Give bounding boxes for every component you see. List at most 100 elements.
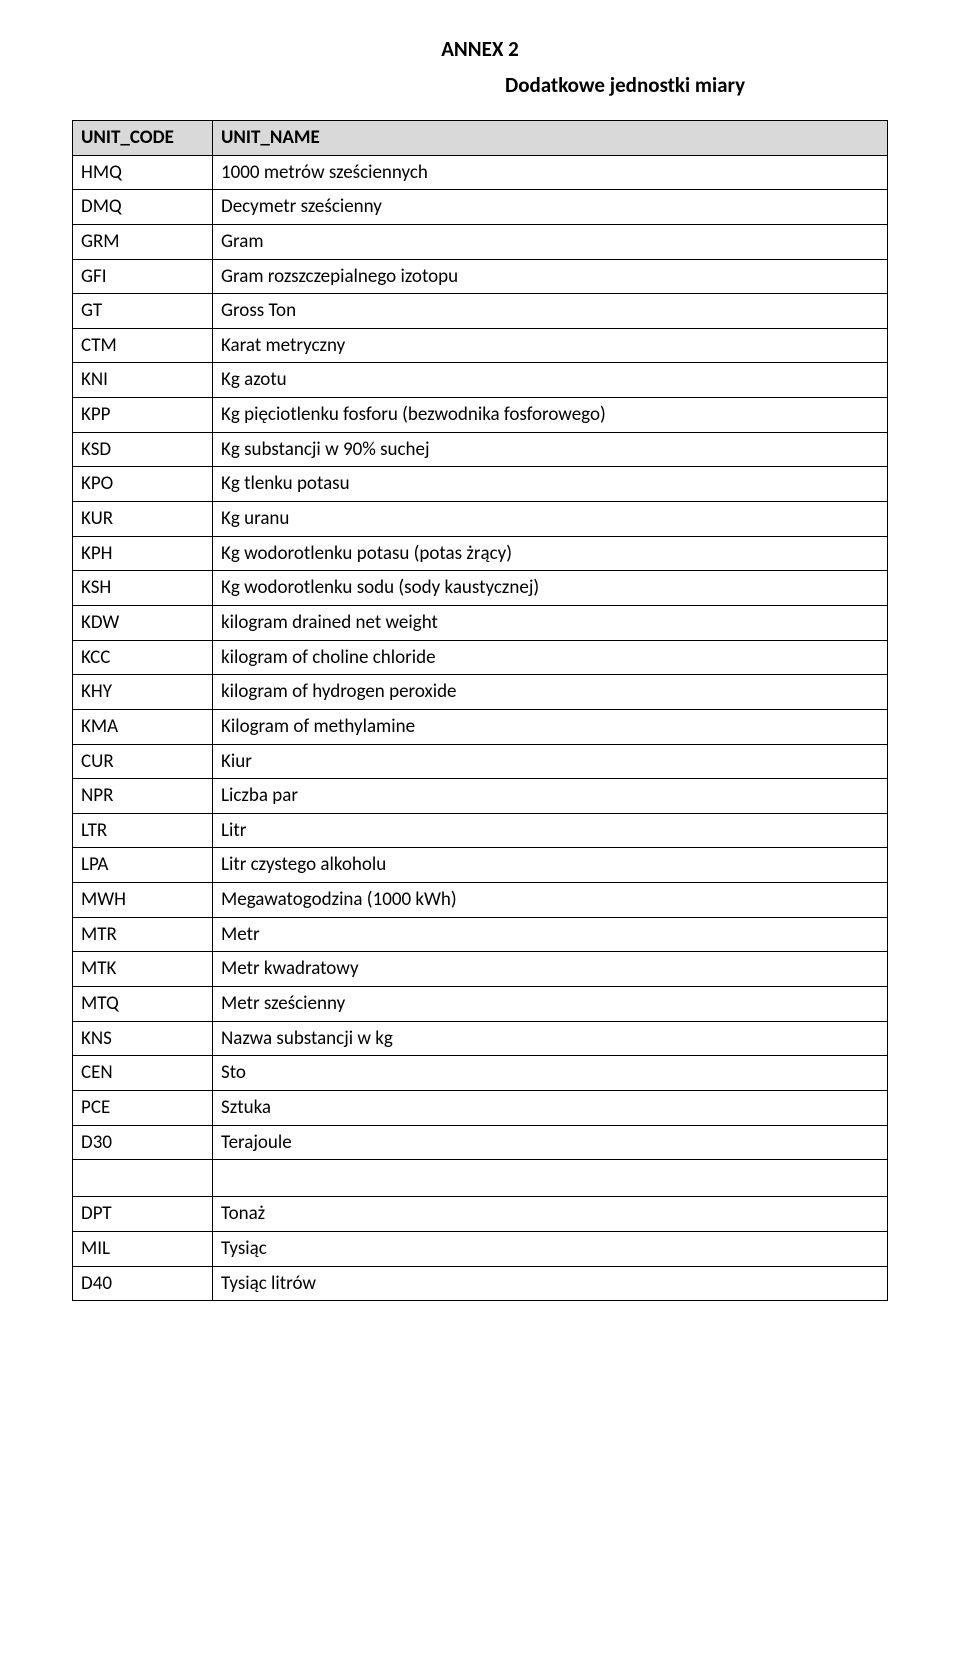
table-row: KPOKg tlenku potasu (73, 467, 888, 502)
unit-code-cell: CUR (73, 744, 213, 779)
table-row: KPPKg pięciotlenku fosforu (bezwodnika f… (73, 398, 888, 433)
unit-name-cell: Liczba par (213, 779, 888, 814)
unit-name-cell: Metr (213, 917, 888, 952)
unit-name-cell: Megawatogodzina (1000 kWh) (213, 883, 888, 918)
annex-title: ANNEX 2 (72, 36, 888, 62)
table-row: MTRMetr (73, 917, 888, 952)
unit-code-cell: KNS (73, 1021, 213, 1056)
unit-name-cell: Sztuka (213, 1090, 888, 1125)
unit-name-cell: kilogram drained net weight (213, 605, 888, 640)
table-row (73, 1160, 888, 1197)
units-table: UNIT_CODE UNIT_NAME HMQ1000 metrów sześc… (72, 120, 888, 1301)
unit-name-cell: Tysiąc litrów (213, 1266, 888, 1301)
table-row: KDWkilogram drained net weight (73, 605, 888, 640)
table-row: CURKiur (73, 744, 888, 779)
unit-code-cell: CTM (73, 328, 213, 363)
table-row: KNSNazwa substancji w kg (73, 1021, 888, 1056)
unit-code-cell: MTR (73, 917, 213, 952)
document-page: ANNEX 2 Dodatkowe jednostki miary UNIT_C… (0, 0, 960, 1670)
unit-code-cell: GRM (73, 224, 213, 259)
unit-name-cell: Kg wodorotlenku potasu (potas żrący) (213, 536, 888, 571)
table-row: KCCkilogram of choline chloride (73, 640, 888, 675)
unit-code-cell: KPO (73, 467, 213, 502)
unit-code-cell: KDW (73, 605, 213, 640)
table-row: KNIKg azotu (73, 363, 888, 398)
unit-name-cell: Kg pięciotlenku fosforu (bezwodnika fosf… (213, 398, 888, 433)
unit-name-cell: Kilogram of methylamine (213, 709, 888, 744)
col-header-name: UNIT_NAME (213, 121, 888, 156)
unit-code-cell: KSD (73, 432, 213, 467)
unit-code-cell: DMQ (73, 190, 213, 225)
unit-name-cell: Kg wodorotlenku sodu (sody kaustycznej) (213, 571, 888, 606)
table-row: CTMKarat metryczny (73, 328, 888, 363)
unit-name-cell: kilogram of choline chloride (213, 640, 888, 675)
unit-code-cell: KCC (73, 640, 213, 675)
unit-code-cell: KNI (73, 363, 213, 398)
table-row: LTRLitr (73, 813, 888, 848)
unit-name-cell: Kg substancji w 90% suchej (213, 432, 888, 467)
table-row: KSHKg wodorotlenku sodu (sody kaustyczne… (73, 571, 888, 606)
table-row: KMAKilogram of methylamine (73, 709, 888, 744)
table-row: GTGross Ton (73, 294, 888, 329)
unit-code-cell: KPP (73, 398, 213, 433)
table-row: PCESztuka (73, 1090, 888, 1125)
unit-name-cell: Gram rozszczepialnego izotopu (213, 259, 888, 294)
table-row: HMQ1000 metrów sześciennych (73, 155, 888, 190)
table-row: D30Terajoule (73, 1125, 888, 1160)
unit-code-cell: LTR (73, 813, 213, 848)
table-row: GRMGram (73, 224, 888, 259)
table-row: DPTTonaż (73, 1197, 888, 1232)
unit-code-cell: LPA (73, 848, 213, 883)
table-row: KHYkilogram of hydrogen peroxide (73, 675, 888, 710)
unit-code-cell: KSH (73, 571, 213, 606)
unit-name-cell (213, 1160, 888, 1197)
table-row: KURKg uranu (73, 502, 888, 537)
unit-code-cell: MTQ (73, 987, 213, 1022)
unit-name-cell: 1000 metrów sześciennych (213, 155, 888, 190)
unit-name-cell: Karat metryczny (213, 328, 888, 363)
unit-code-cell: MTK (73, 952, 213, 987)
unit-code-cell: MWH (73, 883, 213, 918)
document-subtitle: Dodatkowe jednostki miary (362, 72, 888, 98)
unit-name-cell: Kg azotu (213, 363, 888, 398)
table-row: KPHKg wodorotlenku potasu (potas żrący) (73, 536, 888, 571)
table-row: D40Tysiąc litrów (73, 1266, 888, 1301)
unit-code-cell: KHY (73, 675, 213, 710)
unit-name-cell: Litr (213, 813, 888, 848)
unit-name-cell: Gross Ton (213, 294, 888, 329)
unit-name-cell: Tysiąc (213, 1231, 888, 1266)
unit-code-cell: PCE (73, 1090, 213, 1125)
table-header-row: UNIT_CODE UNIT_NAME (73, 121, 888, 156)
unit-name-cell: Litr czystego alkoholu (213, 848, 888, 883)
unit-name-cell: Kiur (213, 744, 888, 779)
unit-name-cell: kilogram of hydrogen peroxide (213, 675, 888, 710)
unit-code-cell: KPH (73, 536, 213, 571)
table-row: MTKMetr kwadratowy (73, 952, 888, 987)
unit-code-cell (73, 1160, 213, 1197)
unit-code-cell: HMQ (73, 155, 213, 190)
table-row: LPALitr czystego alkoholu (73, 848, 888, 883)
unit-code-cell: GT (73, 294, 213, 329)
unit-code-cell: KUR (73, 502, 213, 537)
unit-name-cell: Metr kwadratowy (213, 952, 888, 987)
unit-name-cell: Kg tlenku potasu (213, 467, 888, 502)
unit-code-cell: MIL (73, 1231, 213, 1266)
table-row: GFIGram rozszczepialnego izotopu (73, 259, 888, 294)
table-row: MILTysiąc (73, 1231, 888, 1266)
table-row: NPRLiczba par (73, 779, 888, 814)
unit-code-cell: D30 (73, 1125, 213, 1160)
unit-name-cell: Metr sześcienny (213, 987, 888, 1022)
unit-name-cell: Decymetr sześcienny (213, 190, 888, 225)
unit-name-cell: Kg uranu (213, 502, 888, 537)
unit-code-cell: CEN (73, 1056, 213, 1091)
unit-code-cell: GFI (73, 259, 213, 294)
unit-code-cell: KMA (73, 709, 213, 744)
unit-code-cell: D40 (73, 1266, 213, 1301)
unit-name-cell: Gram (213, 224, 888, 259)
unit-name-cell: Terajoule (213, 1125, 888, 1160)
table-row: CENSto (73, 1056, 888, 1091)
table-row: MWHMegawatogodzina (1000 kWh) (73, 883, 888, 918)
table-row: MTQMetr sześcienny (73, 987, 888, 1022)
unit-name-cell: Sto (213, 1056, 888, 1091)
table-row: KSDKg substancji w 90% suchej (73, 432, 888, 467)
